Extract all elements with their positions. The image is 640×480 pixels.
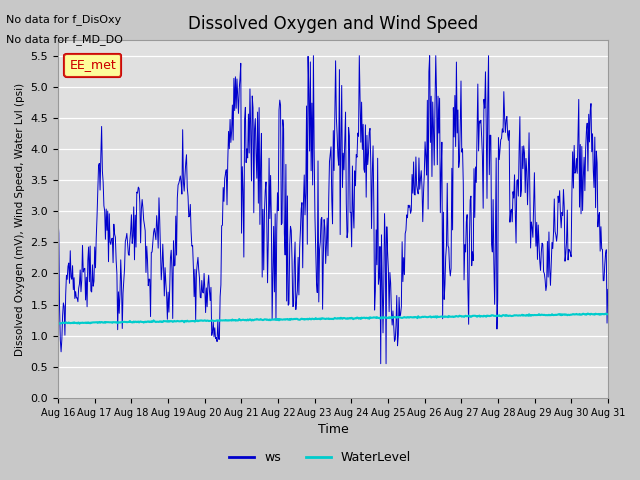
WaterLevel — [76, 321, 83, 326]
Line: ws: ws — [58, 56, 608, 364]
WaterLevel — [177, 318, 185, 324]
WaterLevel — [584, 311, 592, 316]
Legend: ws, WaterLevel: ws, WaterLevel — [224, 446, 416, 469]
WaterLevel — [122, 319, 129, 325]
WaterLevel — [401, 314, 408, 320]
X-axis label: Time: Time — [317, 423, 348, 436]
Text: No data for f_DisOxy: No data for f_DisOxy — [6, 14, 122, 25]
Y-axis label: Dissolved Oxygen (mV), Wind Speed, Water Lvl (psi): Dissolved Oxygen (mV), Wind Speed, Water… — [15, 83, 25, 356]
ws — [401, 231, 409, 237]
WaterLevel — [54, 320, 62, 325]
ws — [54, 217, 62, 223]
ws — [604, 287, 612, 292]
ws — [377, 361, 385, 367]
Legend: EE_met: EE_met — [64, 53, 121, 76]
ws — [310, 53, 317, 59]
Title: Dissolved Oxygen and Wind Speed: Dissolved Oxygen and Wind Speed — [188, 15, 478, 33]
ws — [417, 168, 425, 174]
WaterLevel — [206, 318, 214, 324]
WaterLevel — [604, 312, 612, 317]
ws — [205, 288, 213, 293]
Text: No data for f_MD_DO: No data for f_MD_DO — [6, 34, 124, 45]
WaterLevel — [417, 314, 424, 320]
ws — [177, 173, 184, 179]
WaterLevel — [64, 320, 72, 326]
Line: WaterLevel: WaterLevel — [58, 313, 608, 324]
ws — [121, 265, 129, 271]
ws — [64, 264, 72, 269]
